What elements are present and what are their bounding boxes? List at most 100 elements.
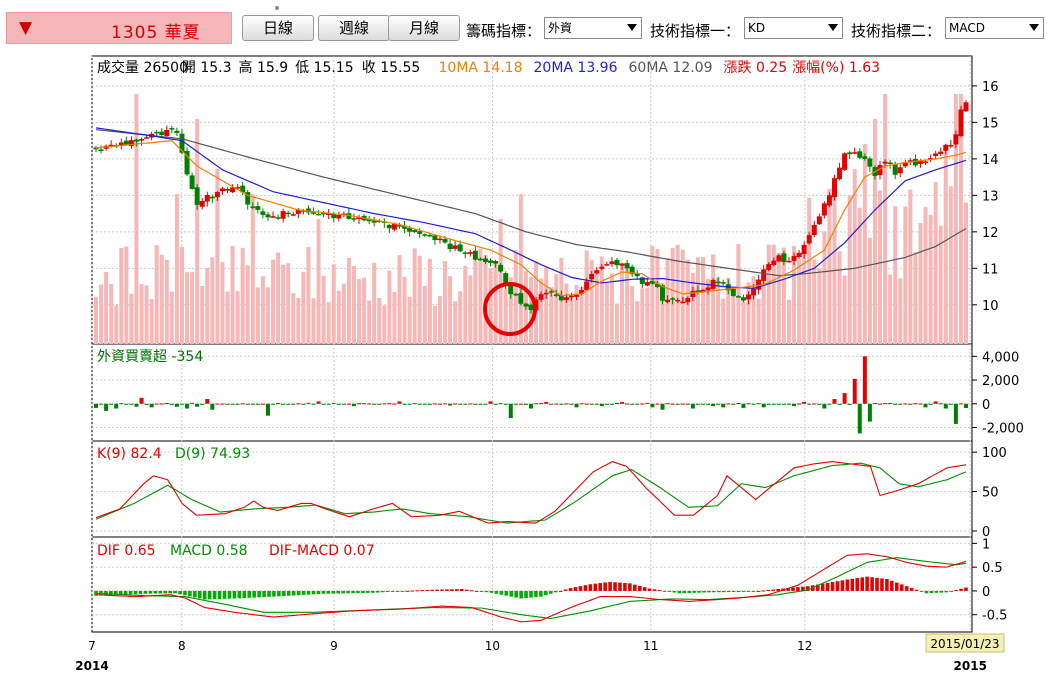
candle-up [943,145,949,151]
candle-up [831,178,837,198]
macd-hist-bar [766,589,771,591]
macd-hist-bar [899,584,904,591]
candle-up [604,264,610,266]
dif-macd-label: DIF-MACD 0.07 [269,543,375,559]
candle-up [837,167,843,180]
foreign-bar [392,403,397,405]
volume-bar [377,297,382,344]
chip-indicator-select[interactable]: 外資 [544,17,642,39]
macd-hist-bar [959,588,963,591]
foreign-bar [948,403,953,405]
foreign-bar [888,403,893,405]
dropdown-arrow-icon[interactable]: ▼ [19,18,33,38]
candle-down [169,128,175,130]
daily-button[interactable]: 日線 [242,15,314,41]
candle-up [295,209,301,214]
foreign-bar [382,403,387,405]
foreign-bar [326,403,331,405]
foreign-bar [852,378,857,404]
foreign-bar [862,356,867,404]
foreign-bar [640,403,645,405]
volume-bar [392,292,397,344]
candle-up [685,298,691,303]
macd-hist-bar [237,590,242,599]
volume-bar [883,94,888,344]
price-y-tick-label: 11 [982,262,999,277]
volume-bar [822,231,827,344]
volume-bar [351,266,356,344]
stock-title-box[interactable]: ▼ 1305 華夏 [6,12,232,44]
weekly-button[interactable]: 週線 [318,15,390,41]
price-info-item: 低 15.15 [295,60,354,76]
candle-up [584,281,590,291]
foreign-bar [179,403,184,405]
candle-up [326,213,332,216]
candle-down [386,224,392,229]
foreign-bar [614,402,619,404]
foreign-bar [260,403,265,405]
foreign-bar [822,403,827,409]
candle-down [715,281,721,284]
candle-down [695,290,701,292]
volume-bar [316,219,321,344]
foreign-bar [721,403,726,408]
volume-bar [721,298,726,344]
foreign-bar [928,403,933,405]
foreign-bar [149,403,154,408]
macd-hist-bar [410,590,415,592]
candle-down [133,139,139,142]
volume-bar [771,244,776,344]
volume-bar [741,301,746,344]
macd-hist-bar [756,590,761,592]
volume-bar [200,285,205,344]
volume-bar [422,285,427,344]
foreign-bar [579,403,584,405]
d-line [95,462,967,524]
volume-bar [503,288,508,344]
candle-up [219,188,225,192]
candle-up [786,260,792,263]
candle-up [746,294,751,300]
x-year-label: 2015 [954,659,987,673]
macd-hist-bar [815,584,820,591]
x-tick-label: 11 [643,639,658,653]
dif-line [95,553,967,623]
macd-hist-bar [109,590,113,596]
macd-hist-bar [178,590,182,595]
macd-hist-bar [104,590,108,596]
volume-bar [817,268,822,344]
candle-down [548,291,554,293]
candle-up [467,252,473,254]
foreign-bar [599,403,604,407]
macd-hist-bar [618,582,622,591]
tech2-select[interactable]: MACD [945,17,1044,39]
volume-bar [478,248,483,344]
macd-hist-bar [380,590,385,593]
foreign-bar [604,403,609,405]
monthly-button[interactable]: 月線 [388,15,460,41]
candle-down [407,227,413,232]
candle-up [164,129,170,137]
tech1-select[interactable]: KD [744,17,843,39]
volume-bar [847,195,852,344]
foreign-bar [958,403,963,405]
candle-down [427,234,433,237]
volume-bar [781,247,786,344]
foreign-bar [792,403,797,407]
candle-down [285,212,291,215]
macd-hist-bar [356,590,360,594]
volume-bar [473,260,478,344]
volume-bar [326,302,331,344]
ma10-line [95,139,967,297]
volume-bar [149,299,154,344]
macd-hist-bar [944,590,949,593]
volume-bar [746,282,751,344]
candle-up [938,151,944,155]
foreign-bar [463,403,468,405]
price-y-tick-label: 12 [982,226,999,241]
foreign-bar [483,403,488,405]
foreign-bar [210,403,215,410]
volume-bar [281,264,286,344]
candle-up [599,266,605,269]
candle-down [513,293,519,296]
